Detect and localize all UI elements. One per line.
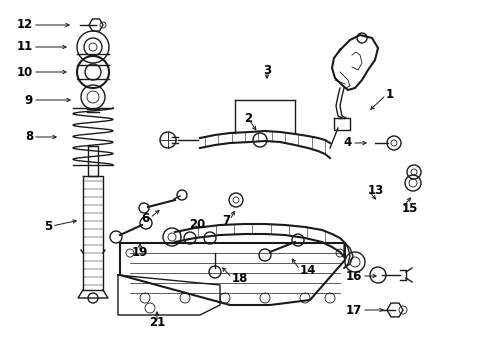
Text: 17: 17 [345,303,361,316]
Text: 11: 11 [17,40,33,54]
Text: 12: 12 [17,18,33,31]
Text: 3: 3 [263,63,270,77]
Text: 19: 19 [132,247,148,260]
Text: 14: 14 [299,264,316,276]
Text: 4: 4 [343,136,351,149]
Text: 16: 16 [345,270,361,283]
Text: 6: 6 [142,211,150,225]
Text: 15: 15 [401,202,418,215]
Text: 9: 9 [25,94,33,107]
Text: 5: 5 [43,220,52,233]
Text: 18: 18 [231,271,248,284]
Text: 2: 2 [244,112,251,125]
Text: 1: 1 [385,89,393,102]
Text: 10: 10 [17,66,33,78]
Text: 8: 8 [25,130,33,144]
Text: 20: 20 [188,217,204,230]
Text: 7: 7 [222,213,229,226]
Text: 13: 13 [367,184,384,197]
Text: 21: 21 [148,316,165,329]
